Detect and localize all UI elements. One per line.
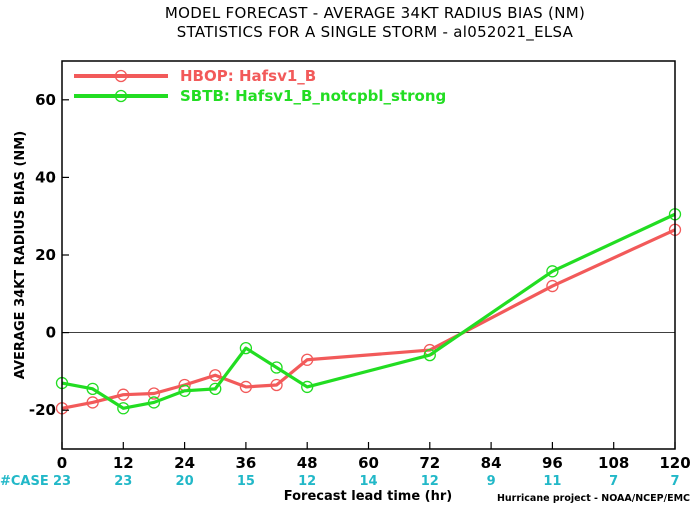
y-axis-ticks: -20 0 20 40 60 [29,91,69,419]
case-count: 7 [609,474,618,489]
case-count: 11 [543,474,561,489]
data-point [546,279,559,293]
x-tick-label: 96 [542,454,563,472]
case-count: 9 [487,474,496,489]
case-count-row: 23 23 20 15 12 14 12 9 11 7 7 [53,474,680,489]
data-point [209,382,222,396]
data-point [239,341,253,355]
chart-subtitle: STATISTICS FOR A SINGLE STORM - al052021… [177,23,574,42]
y-tick-label: 60 [35,91,56,109]
data-point [209,369,222,382]
case-count: 12 [421,474,439,489]
chart-title: MODEL FORECAST - AVERAGE 34KT RADIUS BIA… [165,4,585,22]
legend-swatch-marker [114,69,128,83]
x-axis-label: Forecast lead time (hr) [284,489,452,504]
x-tick-label: 24 [174,454,195,472]
y-axis-label: AVERAGE 34KT RADIUS BIAS (NM) [13,131,28,379]
series-1 [55,223,682,415]
series-2 [55,208,682,415]
data-point [86,382,99,396]
data-point [147,396,161,409]
y-tick-label: 20 [35,246,56,264]
y-tick-label: 0 [46,324,56,342]
data-point [270,361,283,374]
x-tick-label: 60 [358,454,379,472]
data-point [178,384,191,397]
legend: HBOP: Hafsv1_B SBTB: Hafsv1_B_notcpbl_str… [74,67,446,105]
y-tick-label: 40 [35,168,56,186]
case-label: #CASE [0,474,49,489]
data-point [301,380,314,394]
case-count: 14 [359,474,377,489]
x-tick-label: 36 [235,454,256,472]
data-point [239,380,253,394]
data-point [117,388,130,401]
legend-swatch-marker [114,89,128,103]
plot-frame [61,60,676,450]
case-count: 23 [53,474,71,489]
case-count: 15 [237,474,255,489]
credit-text: Hurricane project - NOAA/NCEP/EMC [497,493,690,504]
x-tick-label: 72 [419,454,440,472]
case-count: 12 [298,474,316,489]
data-point [301,353,314,366]
x-tick-label: 120 [659,454,690,472]
series-layer [55,208,682,415]
x-tick-label: 84 [481,454,502,472]
data-point [423,348,436,362]
case-count: 23 [114,474,132,489]
series-line [61,212,676,410]
case-count: 20 [176,474,194,489]
data-point [86,396,99,409]
x-tick-label: 0 [57,454,67,472]
y-tick-label: -20 [29,401,56,419]
data-point [546,265,559,278]
case-count: 7 [670,474,679,489]
x-tick-label: 48 [297,454,318,472]
legend-entry: HBOP: Hafsv1_B [180,67,316,85]
x-tick-label: 108 [598,454,629,472]
x-axis-ticks: 0 12 24 36 48 60 72 84 96 108 120 [57,442,691,472]
data-point [147,387,161,400]
x-tick-label: 12 [113,454,134,472]
data-point [270,378,283,392]
data-point [117,402,130,415]
legend-entry: SBTB: Hafsv1_B_notcpbl_strong [180,87,446,105]
